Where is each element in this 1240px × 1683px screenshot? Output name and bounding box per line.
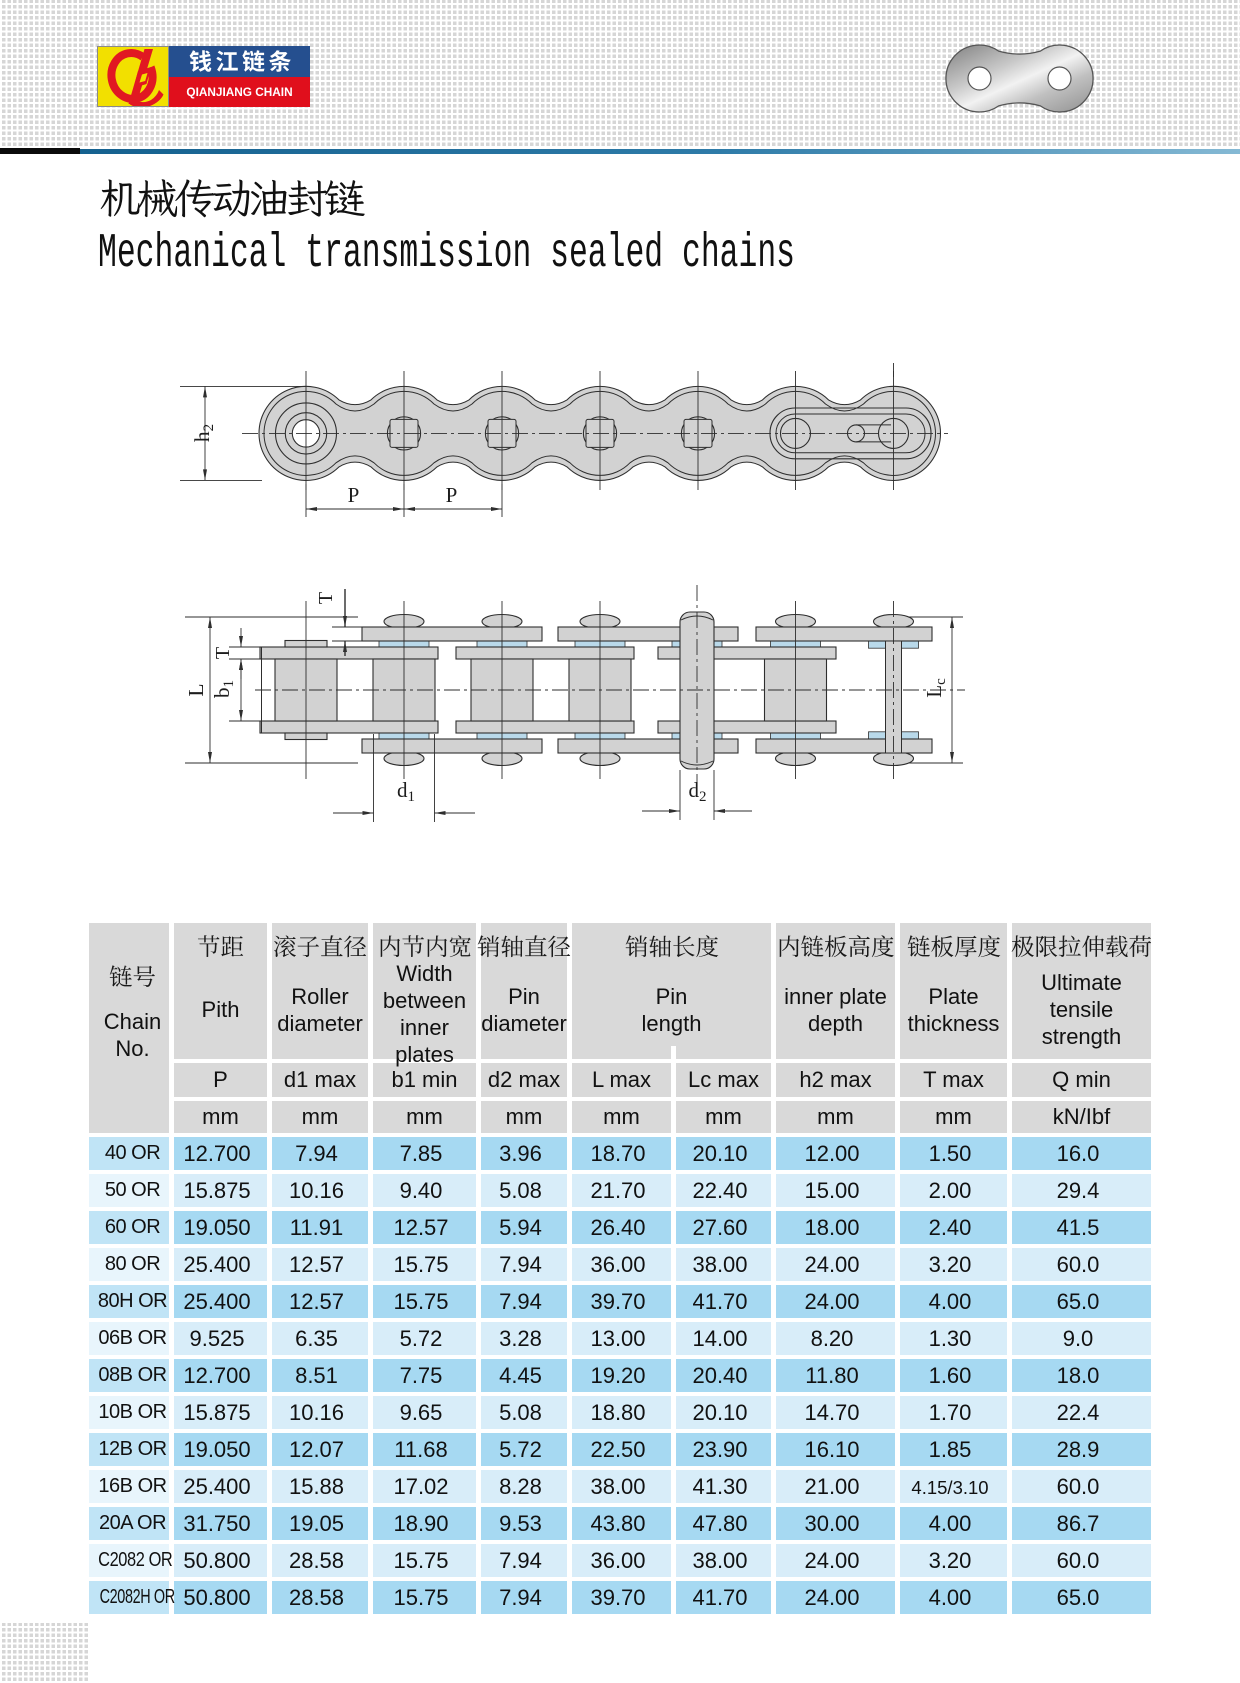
- svg-text:T: T: [212, 647, 234, 659]
- svg-text:b1: b1: [210, 680, 237, 698]
- svg-text:d1: d1: [397, 778, 415, 805]
- svg-text:T: T: [315, 592, 337, 604]
- svg-text:L: L: [184, 683, 208, 696]
- svg-text:Lc: Lc: [922, 678, 949, 698]
- svg-text:P: P: [446, 483, 458, 507]
- svg-text:P: P: [348, 483, 360, 507]
- svg-text:h2: h2: [190, 424, 217, 442]
- svg-text:d2: d2: [689, 778, 707, 805]
